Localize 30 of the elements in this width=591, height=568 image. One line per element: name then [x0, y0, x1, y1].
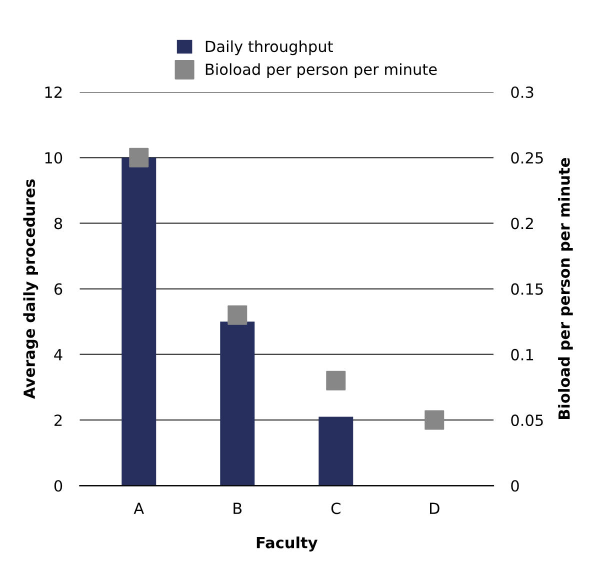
- x-tick-label: A: [134, 502, 144, 514]
- y2-tick-label: 0: [511, 480, 519, 492]
- y-tick-label: 4: [54, 349, 62, 360]
- legend-label: Daily throughput: [206, 40, 333, 56]
- y2-tick-label: 0.25: [511, 152, 543, 164]
- y-tick-label: 0: [54, 480, 62, 492]
- point: [228, 305, 248, 325]
- x-tick-label: C: [331, 502, 340, 514]
- bar: [122, 158, 156, 486]
- y2-tick-label: 0.2: [511, 218, 533, 230]
- y2-tick-label: 0.1: [511, 348, 534, 360]
- y2-axis-title: Bioload per person per minute: [558, 158, 573, 420]
- y-tick-label: 12: [45, 86, 62, 98]
- legend-label: Bioload per person per minute: [206, 63, 437, 78]
- point: [326, 370, 346, 390]
- y2-tick-label: 0.3: [511, 86, 534, 98]
- x-tick-label: B: [234, 502, 242, 514]
- bar: [220, 322, 255, 486]
- point: [129, 148, 149, 168]
- point: [424, 410, 444, 430]
- y-tick-label: 8: [54, 218, 62, 230]
- y-tick-label: 10: [45, 152, 62, 164]
- y-tick-label: 2: [54, 414, 62, 426]
- x-axis-title: Faculty: [256, 536, 318, 552]
- y2-tick-label: 0.15: [511, 283, 543, 295]
- y-tick-label: 6: [54, 283, 62, 295]
- y2-tick-label: 0.05: [511, 414, 543, 426]
- x-tick-label: D: [430, 502, 440, 514]
- y-axis-title: Average daily procedures: [23, 179, 38, 399]
- bar: [318, 416, 354, 486]
